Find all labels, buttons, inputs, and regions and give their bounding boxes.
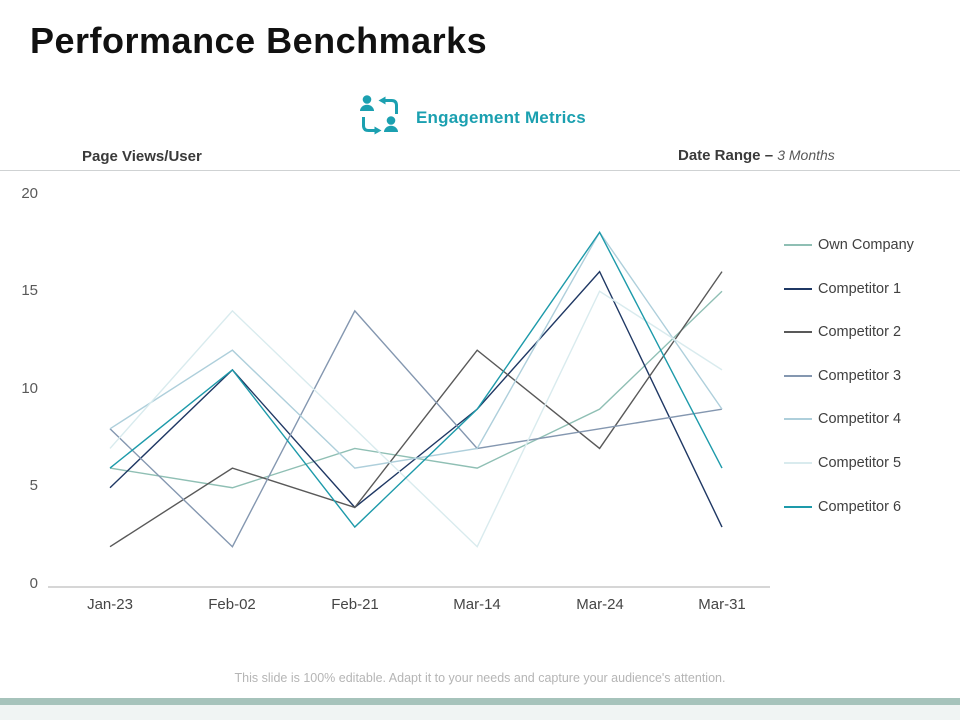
engagement-metrics-header: Engagement Metrics xyxy=(358,92,586,143)
legend-swatch xyxy=(784,374,812,377)
legend-item: Competitor 1 xyxy=(784,277,914,301)
page-title: Performance Benchmarks xyxy=(30,20,488,61)
x-tick-label: Feb-02 xyxy=(208,596,256,613)
y-tick-label: 10 xyxy=(21,380,38,397)
x-tick-label: Mar-24 xyxy=(576,596,624,613)
legend-item: Competitor 6 xyxy=(784,495,914,519)
legend-label: Competitor 3 xyxy=(818,367,902,384)
legend-swatch xyxy=(784,331,812,334)
date-range: Date Range – 3 Months xyxy=(678,147,835,164)
legend-item: Own Company xyxy=(784,233,914,257)
legend-label: Competitor 6 xyxy=(818,498,902,515)
legend-label: Own Company xyxy=(818,237,914,253)
header-divider xyxy=(0,170,960,171)
legend-swatch xyxy=(784,244,812,246)
legend-swatch xyxy=(784,418,812,421)
x-tick-label: Jan-23 xyxy=(87,596,133,613)
y-tick-label: 0 xyxy=(29,575,38,592)
legend-label: Competitor 5 xyxy=(818,454,902,471)
legend-label: Competitor 1 xyxy=(818,280,902,297)
y-tick-label: 5 xyxy=(29,477,38,494)
legend-item: Competitor 2 xyxy=(784,320,914,344)
x-tick-label: Mar-31 xyxy=(698,596,746,613)
legend-label: Competitor 2 xyxy=(818,324,902,341)
legend-item: Competitor 4 xyxy=(784,407,914,431)
legend-item: Competitor 5 xyxy=(784,451,914,475)
date-range-label: Date Range – xyxy=(678,147,774,164)
x-tick-label: Mar-14 xyxy=(453,596,501,613)
bottom-accent-bar xyxy=(0,698,960,705)
bottom-strip xyxy=(0,705,960,720)
x-tick-label: Feb-21 xyxy=(331,596,379,613)
y-tick-label: 15 xyxy=(21,282,38,299)
legend-swatch xyxy=(784,505,812,508)
legend-swatch xyxy=(784,287,812,290)
people-exchange-icon xyxy=(358,92,402,143)
y-tick-label: 20 xyxy=(21,185,38,202)
legend-swatch xyxy=(784,461,812,464)
engagement-metrics-label: Engagement Metrics xyxy=(416,107,586,127)
date-range-value: 3 Months xyxy=(777,147,835,163)
legend-item: Competitor 3 xyxy=(784,364,914,388)
footer-note: This slide is 100% editable. Adapt it to… xyxy=(234,671,726,685)
legend-label: Competitor 4 xyxy=(818,411,902,428)
chart-legend: Own Company Competitor 1 Competitor 2 Co… xyxy=(784,233,914,519)
y-axis-title: Page Views/User xyxy=(82,148,202,165)
